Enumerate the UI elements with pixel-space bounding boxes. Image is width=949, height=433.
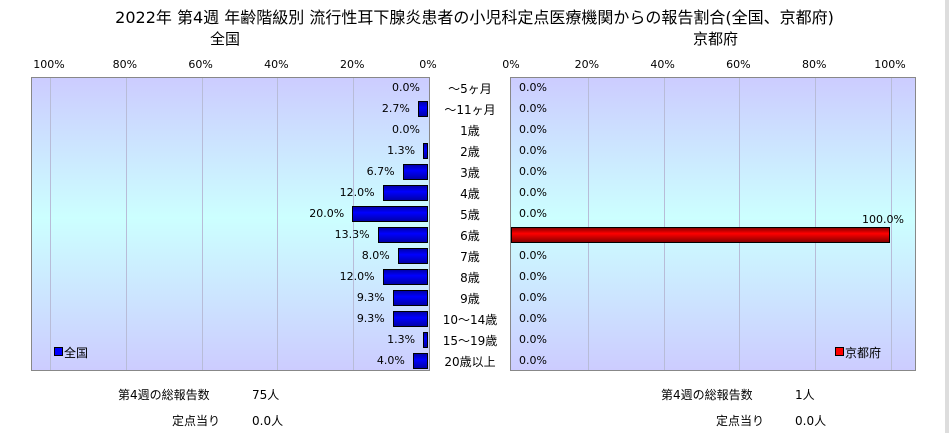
- legend-swatch: [835, 347, 844, 356]
- x-tick-label-kyoto: 20%: [574, 58, 600, 71]
- data-label-national: 0.0%: [392, 122, 420, 136]
- category-label: 6歳: [460, 228, 480, 243]
- gridline: [663, 78, 665, 370]
- category-label: 1歳: [460, 123, 480, 138]
- bar-national: [402, 163, 428, 180]
- chart-title: 2022年 第4週 年齢階級別 流行性耳下腺炎患者の小児科定点医療機関からの報告…: [115, 8, 834, 27]
- data-label-national: 1.3%: [387, 143, 416, 157]
- bar-national: [423, 142, 428, 159]
- data-label-national: 12.0%: [339, 185, 375, 199]
- x-tick-label-kyoto: 40%: [650, 58, 675, 71]
- data-label-kyoto: 0.0%: [519, 101, 547, 115]
- bar-national: [397, 247, 428, 264]
- gridline: [815, 78, 817, 370]
- legend-swatch: [54, 347, 63, 356]
- x-tick-label-national: 80%: [112, 58, 138, 71]
- gridline: [125, 78, 127, 370]
- x-tick-label-kyoto: 60%: [726, 58, 751, 71]
- national-plot: 全国: [31, 77, 430, 371]
- data-label-national: 12.0%: [339, 269, 375, 283]
- panel-title-national: 全国: [210, 30, 241, 48]
- bar-national: [382, 184, 428, 201]
- category-label: 2歳: [460, 144, 480, 159]
- bar-national: [392, 289, 428, 306]
- category-label: ～11ヶ月: [444, 102, 496, 117]
- data-label-national: 8.0%: [361, 248, 390, 262]
- bar-kyoto: [511, 226, 890, 243]
- gridline: [277, 78, 279, 370]
- data-label-kyoto: 0.0%: [519, 122, 547, 136]
- x-tick-label-national: 100%: [33, 58, 65, 71]
- category-label: 7歳: [460, 249, 480, 264]
- kyoto-per-label: 定点当り: [716, 414, 765, 428]
- gridline: [587, 78, 589, 370]
- data-label-kyoto: 100.0%: [862, 212, 904, 226]
- category-label: 3歳: [460, 165, 480, 180]
- legend-kyoto: 京都府: [835, 344, 881, 361]
- national-total-value: 75人: [252, 388, 280, 402]
- kyoto-total-label: 第4週の総報告数: [661, 388, 753, 402]
- data-label-national: 13.3%: [334, 227, 370, 241]
- bar-national: [392, 310, 428, 327]
- category-label: 20歳以上: [444, 354, 496, 369]
- legend-label: 全国: [64, 346, 89, 360]
- x-tick-label-national: 60%: [188, 58, 213, 71]
- national-total-label: 第4週の総報告数: [118, 388, 210, 402]
- data-label-national: 0.0%: [392, 80, 420, 94]
- category-label: ～5ヶ月: [448, 81, 492, 96]
- data-label-kyoto: 0.0%: [519, 206, 547, 220]
- data-label-national: 2.7%: [381, 101, 410, 115]
- data-label-kyoto: 0.0%: [519, 248, 547, 262]
- legend-label: 京都府: [845, 346, 882, 360]
- panel-title-kyoto: 京都府: [693, 30, 739, 48]
- category-label: 15～19歳: [442, 333, 498, 348]
- x-tick-label-kyoto: 0%: [502, 58, 520, 71]
- gridline: [739, 78, 741, 370]
- kyoto-total-value: 1人: [795, 388, 815, 402]
- gridline: [891, 78, 892, 370]
- data-label-national: 6.7%: [366, 164, 395, 178]
- gridline: [353, 78, 355, 370]
- data-label-kyoto: 0.0%: [519, 80, 547, 94]
- x-tick-label-kyoto: 100%: [874, 58, 906, 71]
- category-label: 9歳: [460, 291, 480, 306]
- bar-national: [352, 205, 428, 222]
- x-tick-label-kyoto: 80%: [801, 58, 827, 71]
- data-label-kyoto: 0.0%: [519, 332, 547, 346]
- data-label-kyoto: 0.0%: [519, 353, 547, 367]
- data-label-national: 9.3%: [356, 290, 385, 304]
- data-label-kyoto: 0.0%: [519, 143, 547, 157]
- bar-national: [417, 100, 428, 117]
- national-per-label: 定点当り: [172, 414, 221, 428]
- gridline: [201, 78, 203, 370]
- bar-national: [423, 331, 428, 348]
- kyoto-plot: 京都府: [510, 77, 916, 371]
- data-label-national: 9.3%: [356, 311, 385, 325]
- national-per-value: 0.0人: [252, 414, 284, 428]
- bar-national: [382, 268, 428, 285]
- x-tick-label-national: 40%: [264, 58, 289, 71]
- bar-national: [377, 226, 428, 243]
- data-label-kyoto: 0.0%: [519, 290, 547, 304]
- data-label-national: 1.3%: [387, 332, 416, 346]
- data-label-national: 4.0%: [376, 353, 405, 367]
- data-label-kyoto: 0.0%: [519, 185, 547, 199]
- data-label-kyoto: 0.0%: [519, 311, 547, 325]
- category-label: 4歳: [460, 186, 480, 201]
- data-label-kyoto: 0.0%: [519, 269, 547, 283]
- legend-national: 全国: [54, 344, 88, 361]
- category-label: 5歳: [460, 207, 480, 222]
- bar-national: [412, 352, 428, 369]
- x-tick-label-national: 0%: [419, 58, 437, 71]
- category-label: 10～14歳: [442, 312, 498, 327]
- data-label-national: 20.0%: [309, 206, 345, 220]
- kyoto-per-value: 0.0人: [795, 414, 827, 428]
- x-tick-label-national: 20%: [339, 58, 365, 71]
- gridline: [50, 78, 51, 370]
- data-label-kyoto: 0.0%: [519, 164, 547, 178]
- category-label: 8歳: [460, 270, 480, 285]
